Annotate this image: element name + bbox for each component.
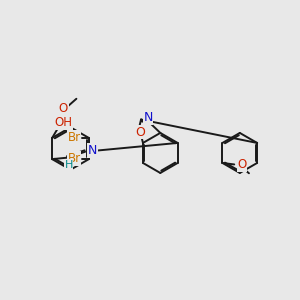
Text: N: N (143, 111, 153, 124)
Text: Br: Br (68, 152, 81, 165)
Text: Br: Br (68, 131, 81, 144)
Text: OH: OH (55, 116, 73, 129)
Text: H: H (64, 160, 73, 170)
Text: O: O (59, 102, 68, 115)
Text: N: N (88, 144, 98, 157)
Text: O: O (136, 126, 146, 139)
Text: O: O (238, 158, 247, 171)
